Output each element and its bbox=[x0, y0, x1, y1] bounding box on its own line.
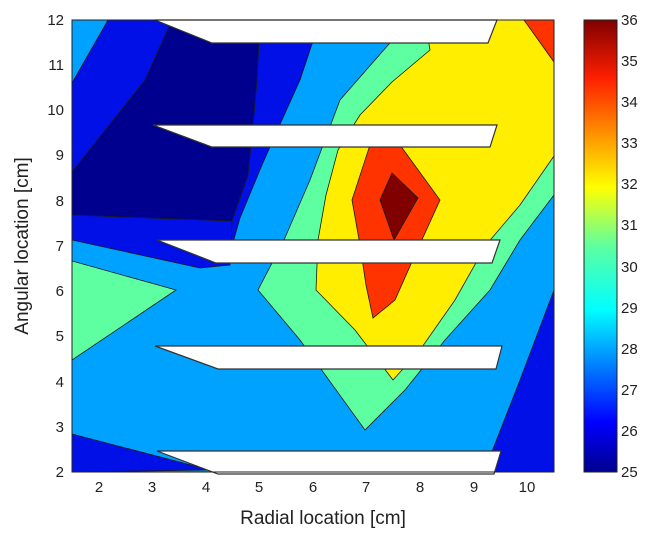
x-tick: 3 bbox=[148, 479, 156, 496]
colorbar-tick: 31 bbox=[621, 217, 638, 234]
x-tick: 10 bbox=[519, 479, 536, 496]
fin-masks bbox=[152, 19, 503, 475]
x-tick: 5 bbox=[255, 479, 263, 496]
region-mint-left bbox=[72, 260, 177, 361]
x-axis: 2 3 4 5 6 7 8 9 10 bbox=[95, 479, 536, 496]
y-tick: 10 bbox=[47, 102, 64, 119]
colorbar-tick: 26 bbox=[621, 423, 638, 440]
colorbar-tick: 36 bbox=[621, 12, 638, 29]
region-blue-bottom-right bbox=[483, 289, 554, 472]
region-blue-strip bbox=[72, 214, 233, 269]
x-axis-title: Radial location [cm] bbox=[240, 508, 406, 529]
fin-3 bbox=[156, 239, 501, 264]
y-tick: 8 bbox=[56, 193, 64, 210]
colorbar-tick: 30 bbox=[621, 259, 638, 276]
x-tick: 2 bbox=[95, 479, 103, 496]
y-tick: 3 bbox=[56, 419, 64, 436]
x-tick: 6 bbox=[309, 479, 317, 496]
x-tick: 8 bbox=[416, 479, 424, 496]
y-tick: 7 bbox=[56, 238, 64, 255]
colorbar: 25 26 27 28 29 30 31 32 33 34 35 36 bbox=[583, 12, 638, 481]
fin-1 bbox=[154, 19, 498, 44]
colorbar-tick: 25 bbox=[621, 464, 638, 481]
colorbar-tick: 32 bbox=[621, 176, 638, 193]
x-tick: 9 bbox=[470, 479, 478, 496]
colorbar-tick: 35 bbox=[621, 53, 638, 70]
colorbar-tick: 28 bbox=[621, 341, 638, 358]
x-tick: 7 bbox=[362, 479, 370, 496]
y-tick: 9 bbox=[56, 147, 64, 164]
y-axis-title: Angular location [cm] bbox=[12, 157, 33, 334]
fin-2 bbox=[152, 124, 498, 148]
y-tick: 12 bbox=[47, 12, 64, 29]
colorbar-gradient bbox=[583, 19, 618, 473]
region-blue-bottom-left bbox=[72, 433, 211, 472]
x-tick: 4 bbox=[202, 479, 210, 496]
colorbar-tick: 27 bbox=[621, 382, 638, 399]
colorbar-tick: 34 bbox=[621, 94, 638, 111]
y-tick: 4 bbox=[56, 374, 64, 391]
region-lightblue-corner bbox=[72, 20, 109, 84]
y-tick: 2 bbox=[56, 464, 64, 481]
y-tick: 11 bbox=[48, 57, 64, 74]
y-tick: 5 bbox=[56, 328, 64, 345]
fin-5 bbox=[156, 450, 502, 475]
fin-4 bbox=[154, 345, 503, 370]
y-axis: 2 3 4 5 6 7 8 9 10 11 12 bbox=[47, 12, 64, 481]
colorbar-tick: 33 bbox=[621, 135, 638, 152]
plot-frame bbox=[71, 19, 555, 473]
region-red-corner bbox=[523, 20, 554, 63]
y-tick: 6 bbox=[56, 283, 64, 300]
colorbar-tick: 29 bbox=[621, 300, 638, 317]
